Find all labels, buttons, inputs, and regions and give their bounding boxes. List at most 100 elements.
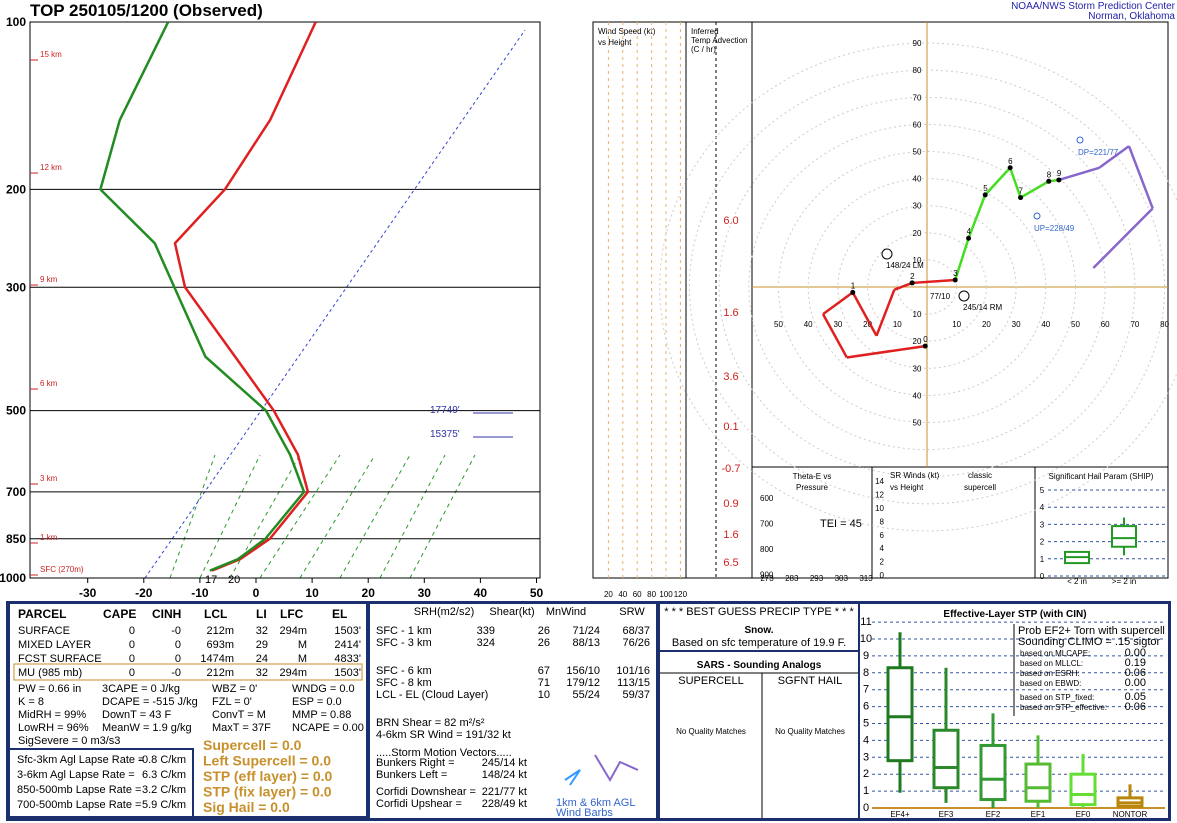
hodo-label: 40 bbox=[913, 391, 922, 400]
wind-tick: 20 bbox=[604, 590, 613, 599]
height-label: 9 km bbox=[40, 275, 58, 284]
pressure-label: 100 bbox=[6, 15, 26, 29]
height-label: 3 km bbox=[40, 474, 58, 483]
hodo-segment bbox=[893, 281, 913, 291]
title: TOP 250105/1200 (Observed) bbox=[30, 1, 263, 20]
stp-tick: 3 bbox=[863, 751, 869, 763]
hodo-label: 30 bbox=[833, 320, 842, 329]
mean-label: 77/10 bbox=[930, 292, 951, 301]
parcel-header: CINH bbox=[152, 607, 181, 621]
kin-cell: 324 bbox=[477, 637, 495, 649]
sr-title: vs Height bbox=[890, 483, 924, 492]
hodo-segment bbox=[875, 289, 896, 337]
prob-label: based on EBWD: bbox=[1020, 679, 1081, 688]
parcel-cell: M bbox=[298, 639, 307, 651]
param: DCAPE = -515 J/kg bbox=[102, 696, 198, 708]
parcel-cell: 693m bbox=[206, 639, 234, 651]
hodo-segment bbox=[954, 237, 970, 281]
thetae-title: Pressure bbox=[796, 483, 829, 492]
parcel-cell: 0 bbox=[175, 639, 181, 651]
pressure-label: 850 bbox=[6, 532, 26, 546]
prob-label: based on STP_effective: bbox=[1020, 703, 1107, 712]
adv-value: 1.6 bbox=[723, 307, 738, 319]
wind-tick: 120 bbox=[674, 590, 688, 599]
wind-title: vs Height bbox=[598, 38, 632, 47]
vector-value: 228/49 kt bbox=[482, 798, 527, 810]
km-label: 6 bbox=[1008, 157, 1013, 166]
rm-label: 245/14 RM bbox=[963, 303, 1002, 312]
hodo-label: 60 bbox=[1101, 320, 1110, 329]
adv-value: 6.0 bbox=[723, 215, 738, 227]
parcel-header: CAPE bbox=[103, 607, 136, 621]
summary: Supercell = 0.0 bbox=[203, 737, 302, 753]
sr-tick: 2 bbox=[880, 558, 885, 567]
km-label: 4 bbox=[967, 227, 972, 236]
hodo-ring bbox=[896, 259, 958, 315]
vectors-title: .....Storm Motion Vectors..... bbox=[376, 747, 512, 759]
height-label: 12 km bbox=[40, 163, 62, 172]
param: MidRH = 99% bbox=[18, 709, 86, 721]
stp-box bbox=[979, 743, 1007, 802]
param: MMP = 0.88 bbox=[292, 709, 351, 721]
km-label: 5 bbox=[983, 184, 988, 193]
stp-tick: 8 bbox=[863, 667, 869, 679]
stp-box bbox=[886, 666, 914, 763]
hodo-label: 20 bbox=[913, 229, 922, 238]
temp-label: 10 bbox=[305, 586, 319, 600]
sr-tick: 0 bbox=[880, 571, 885, 580]
param: NCAPE = 0.00 bbox=[292, 722, 364, 734]
kin-cell: SFC - 6 km bbox=[376, 665, 432, 677]
hodo-ring bbox=[688, 69, 1166, 505]
hodo-point bbox=[1056, 177, 1062, 183]
ship-tick: 2 bbox=[1040, 538, 1045, 547]
hodo-label: 70 bbox=[913, 93, 922, 102]
param: SigSevere = 0 m3/s3 bbox=[18, 735, 120, 747]
parcel-cell: 29 bbox=[256, 639, 268, 651]
hodo-label: 90 bbox=[913, 39, 922, 48]
sars-column: SGFNT HAIL bbox=[778, 675, 843, 687]
param: ESP = 0.0 bbox=[292, 696, 342, 708]
lapse-label: 3-6km Agl Lapse Rate = bbox=[17, 769, 135, 781]
vector-label: Corfidi Downshear = bbox=[376, 786, 476, 798]
prob-value: 0.06 bbox=[1125, 667, 1146, 679]
summary-box bbox=[194, 735, 366, 816]
param: PW = 0.66 in bbox=[18, 683, 81, 695]
stp-category: EF2 bbox=[986, 810, 1001, 819]
pressure-label: 1000 bbox=[0, 571, 26, 585]
param: ConvT = M bbox=[212, 709, 266, 721]
adv-value: 0.9 bbox=[723, 498, 738, 510]
parcel-cell: 294m bbox=[279, 667, 307, 679]
prob-value: 0.00 bbox=[1125, 647, 1146, 659]
prob-label: based on ESRH: bbox=[1020, 669, 1080, 678]
hodo-segment bbox=[1058, 166, 1100, 182]
hodo-label: 50 bbox=[774, 320, 783, 329]
param: 3CAPE = 0 J/kg bbox=[102, 683, 180, 695]
sr-tick: 4 bbox=[880, 544, 885, 553]
wind-tick: 40 bbox=[618, 590, 627, 599]
precip-basis: Based on sfc temperature of 19.9 F. bbox=[672, 637, 846, 649]
adv-title: Temp Advection bbox=[691, 36, 747, 45]
stp-tick: 9 bbox=[863, 650, 869, 662]
height-label: 6 km bbox=[40, 379, 58, 388]
lapse-label: Sfc-3km Agl Lapse Rate = bbox=[17, 754, 144, 766]
hodo-segment bbox=[846, 344, 926, 359]
parcel-cell: MU (985 mb) bbox=[18, 667, 82, 679]
dp-label: DP=221/77 bbox=[1078, 148, 1119, 157]
parcel-cell: FCST SURFACE bbox=[18, 653, 102, 665]
skewt-frame bbox=[29, 21, 541, 579]
parcel-header: LI bbox=[256, 607, 267, 621]
summary: STP (eff layer) = 0.0 bbox=[203, 768, 333, 784]
parcel-header: LFC bbox=[280, 607, 304, 621]
parcel-header: PARCEL bbox=[18, 607, 66, 621]
km-label: 7 bbox=[1019, 187, 1024, 196]
temperature-profile bbox=[173, 22, 317, 572]
kin-cell: 339 bbox=[477, 625, 495, 637]
hodo-label: 20 bbox=[913, 337, 922, 346]
parcel-cell: 1503' bbox=[334, 667, 361, 679]
hodo-segment bbox=[822, 291, 854, 316]
parcel-cell: 32 bbox=[256, 667, 268, 679]
hodo-segment bbox=[1008, 167, 1022, 198]
temp-label: -20 bbox=[135, 586, 153, 600]
pressure-label: 200 bbox=[6, 182, 26, 196]
hodo-label: 80 bbox=[1160, 320, 1169, 329]
